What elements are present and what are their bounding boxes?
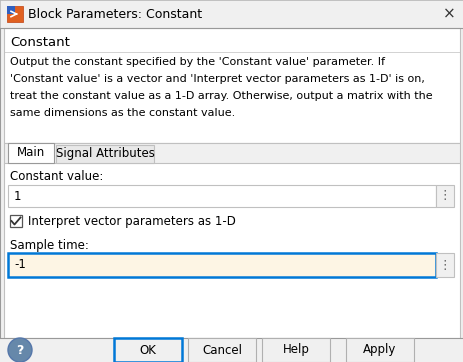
Text: Apply: Apply [363,344,396,357]
Bar [0,338,463,362]
Text: Help: Help [282,344,309,357]
Bar [8,143,54,163]
Text: treat the constant value as a 1-D array. Otherwise, output a matrix with the: treat the constant value as a 1-D array.… [10,91,432,101]
Text: 'Constant value' is a vector and 'Interpret vector parameters as 1-D' is on,: 'Constant value' is a vector and 'Interp… [10,74,424,84]
Bar [10,215,22,227]
Bar [8,253,435,277]
Bar [114,338,181,362]
Text: same dimensions as the constant value.: same dimensions as the constant value. [10,108,235,118]
Text: Main: Main [17,147,45,160]
Text: Block Parameters: Constant: Block Parameters: Constant [28,8,202,21]
Text: ⋮: ⋮ [438,189,450,202]
Bar [262,338,329,362]
Text: Constant value:: Constant value: [10,171,103,184]
Text: ⋮: ⋮ [438,258,450,272]
Text: Output the constant specified by the 'Constant value' parameter. If: Output the constant specified by the 'Co… [10,57,384,67]
Bar [188,338,256,362]
Text: Sample time:: Sample time: [10,239,89,252]
Bar [7,6,15,14]
Bar [4,28,459,143]
Bar [435,185,453,207]
Text: Cancel: Cancel [201,344,242,357]
Text: ×: × [442,7,454,21]
Bar [435,253,453,277]
Text: Signal Attributes: Signal Attributes [56,147,154,160]
Bar [7,6,23,22]
Bar [56,145,154,163]
Text: ?: ? [16,344,24,357]
Text: Constant: Constant [10,35,70,49]
Text: OK: OK [139,344,156,357]
Text: 1: 1 [14,189,21,202]
Bar [345,338,413,362]
Text: -1: -1 [14,258,26,272]
Circle shape [8,338,32,362]
Bar [4,163,459,338]
Bar [4,143,459,164]
Text: Interpret vector parameters as 1-D: Interpret vector parameters as 1-D [28,215,235,227]
Bar [8,185,435,207]
Bar [0,0,463,28]
